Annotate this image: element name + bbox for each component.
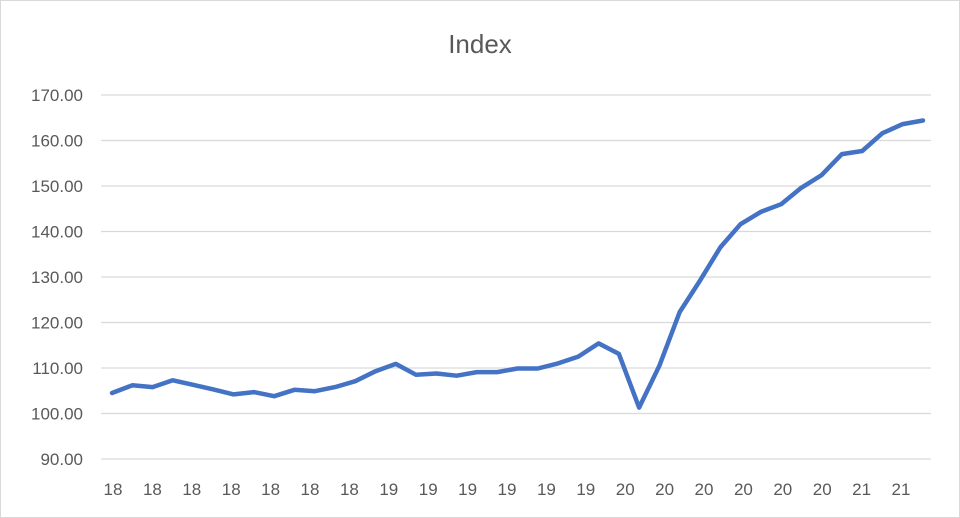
x-tick-label: 19 xyxy=(537,480,556,499)
y-tick-label: 170.00 xyxy=(31,86,83,105)
x-tick-label: 18 xyxy=(301,480,320,499)
y-tick-label: 130.00 xyxy=(31,268,83,287)
series-line xyxy=(109,118,926,410)
x-tick-label: 19 xyxy=(419,480,438,499)
x-tick-label: 18 xyxy=(182,480,201,499)
x-tick-label: 18 xyxy=(340,480,359,499)
x-tick-label: 20 xyxy=(773,480,792,499)
x-tick-label: 20 xyxy=(695,480,714,499)
y-tick-label: 100.00 xyxy=(31,405,83,424)
y-tick-label: 90.00 xyxy=(40,450,83,469)
x-tick-label: 20 xyxy=(616,480,635,499)
x-tick-label: 19 xyxy=(576,480,595,499)
x-tick-label: 20 xyxy=(655,480,674,499)
x-tick-label: 21 xyxy=(852,480,871,499)
x-tick-label: 19 xyxy=(379,480,398,499)
x-tick-label: 21 xyxy=(892,480,911,499)
x-tick-label: 18 xyxy=(261,480,280,499)
y-tick-label: 160.00 xyxy=(31,132,83,151)
x-tick-label: 20 xyxy=(813,480,832,499)
y-tick-label: 150.00 xyxy=(31,177,83,196)
x-tick-label: 18 xyxy=(222,480,241,499)
x-tick-label: 18 xyxy=(104,480,123,499)
x-tick-label: 19 xyxy=(498,480,517,499)
x-tick-label: 20 xyxy=(734,480,753,499)
y-tick-label: 110.00 xyxy=(32,359,83,378)
x-tick-label: 18 xyxy=(143,480,162,499)
y-tick-label: 140.00 xyxy=(31,223,83,242)
chart-title: Index xyxy=(448,29,512,59)
x-tick-label: 19 xyxy=(458,480,477,499)
y-tick-label: 120.00 xyxy=(31,314,83,333)
